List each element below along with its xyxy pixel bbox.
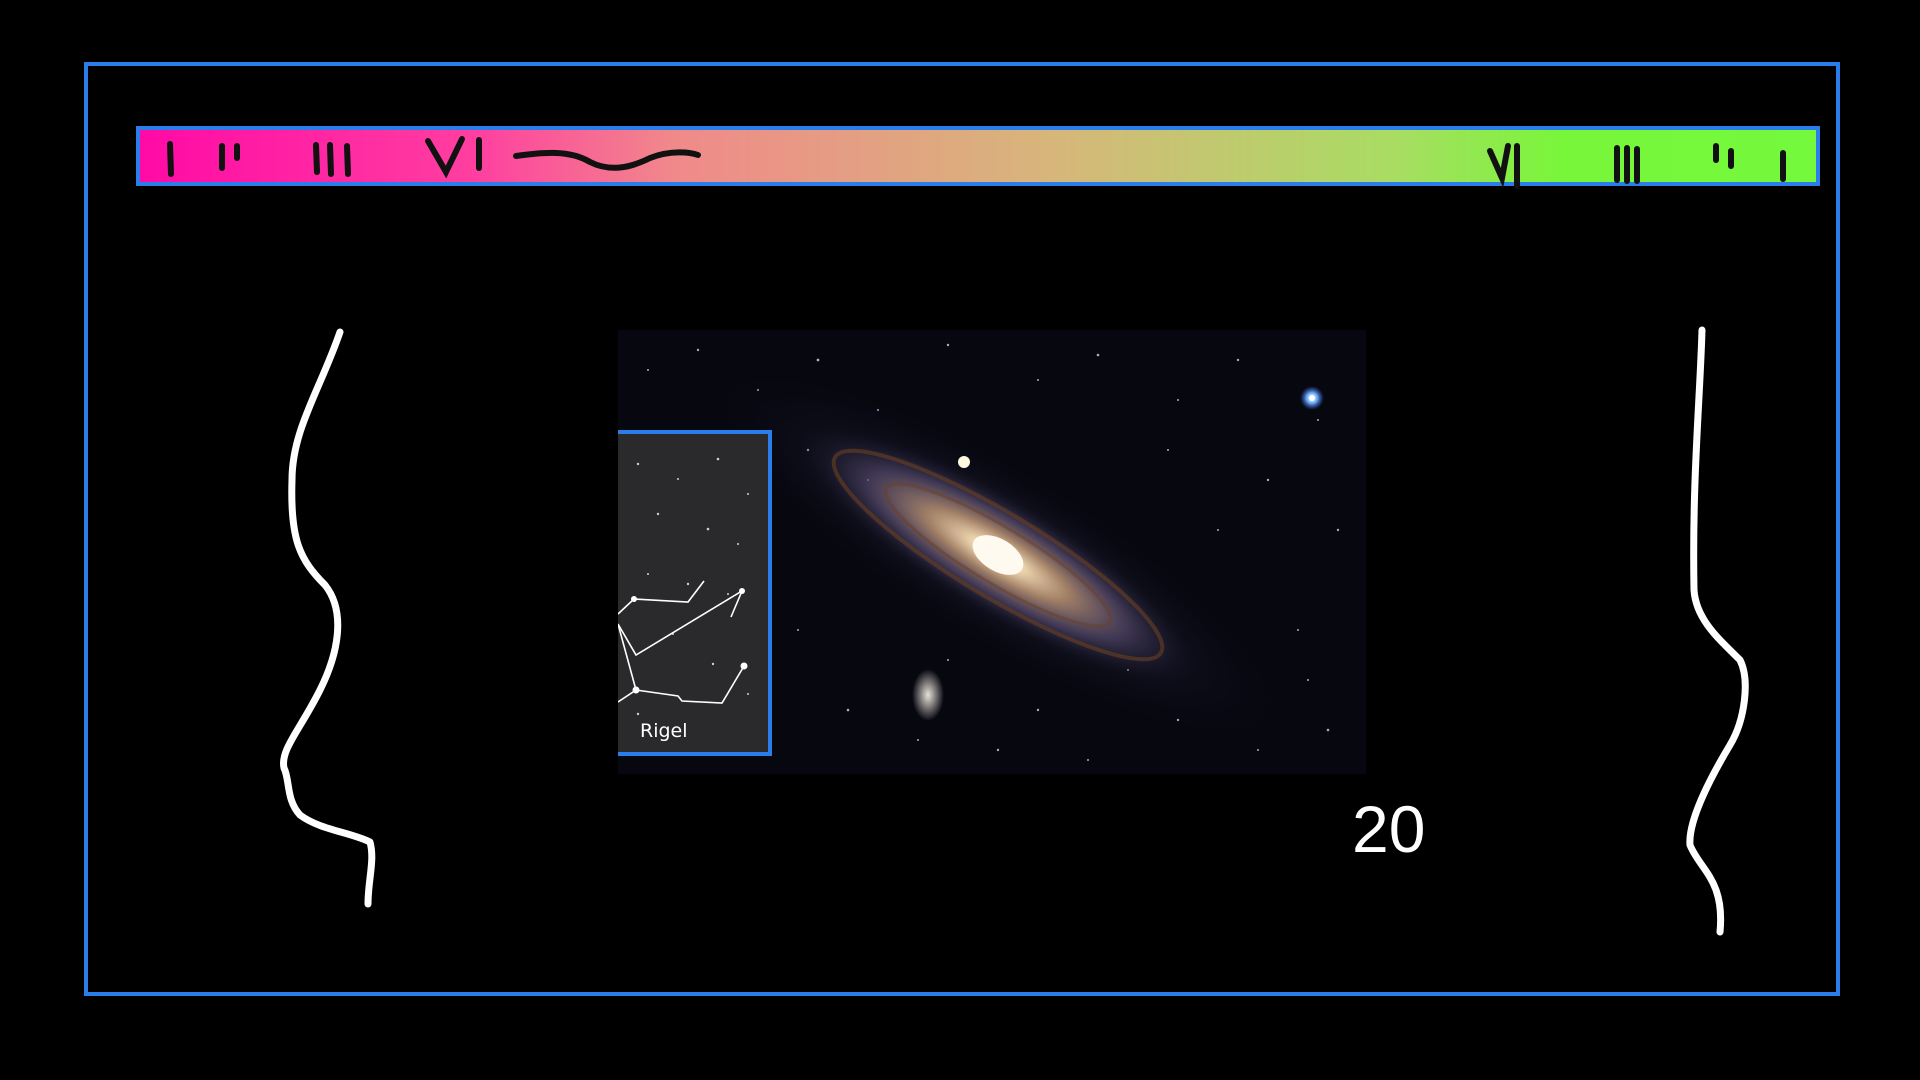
constellation-chart-icon — [618, 457, 749, 716]
star-label-rigel: Rigel — [640, 720, 688, 742]
constellation-inset: Rigel — [618, 430, 772, 756]
slide-frame — [84, 62, 1840, 996]
spectrum-gradient-bar — [136, 126, 1820, 186]
left-profile-curve — [280, 328, 376, 908]
right-profile-curve — [1686, 326, 1749, 936]
slide-number: 20 — [1352, 792, 1426, 866]
